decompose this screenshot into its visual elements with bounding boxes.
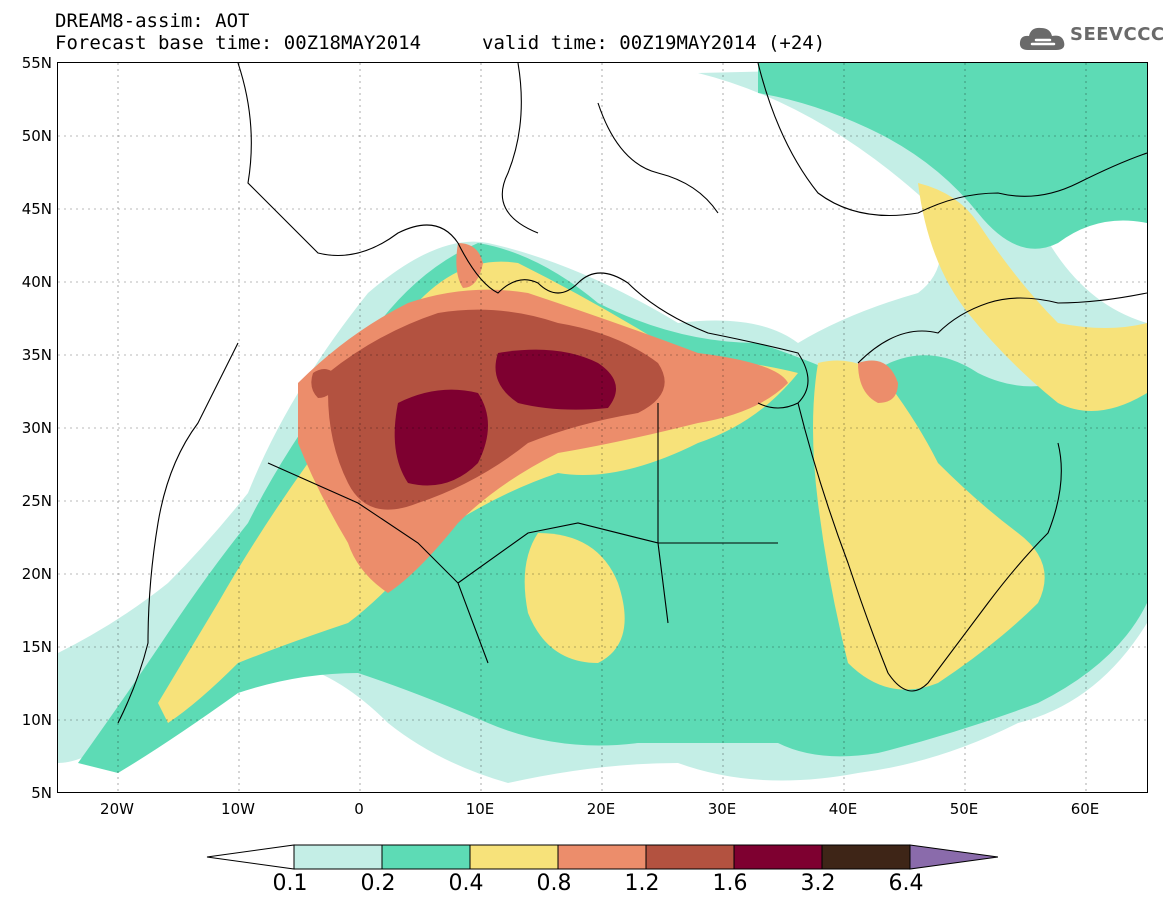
- lon-label: 10E: [465, 800, 495, 818]
- aot-band-1.6: [394, 349, 616, 486]
- coastlines: [117, 62, 1148, 724]
- colorbar-label: 1.6: [712, 871, 748, 896]
- colorbar-extend-low: [206, 844, 295, 870]
- lat-label: 20N: [21, 565, 52, 583]
- graticule: [58, 63, 1147, 792]
- lat-label: 30N: [21, 419, 52, 437]
- aot-colorbar: [206, 844, 998, 870]
- valid-time: valid time: 00Z19MAY2014 (+24): [482, 32, 826, 54]
- colorbar-label: 1.2: [624, 871, 660, 896]
- lat-label: 45N: [21, 200, 52, 218]
- lat-label: 40N: [21, 273, 52, 291]
- seevccc-logo: SEEVCCC: [1018, 20, 1164, 56]
- lon-label: 30E: [707, 800, 737, 818]
- lon-label: 40E: [828, 800, 858, 818]
- logo-text: SEEVCCC: [1070, 24, 1165, 45]
- lon-label: 60E: [1070, 800, 1100, 818]
- lat-label: 25N: [21, 492, 52, 510]
- colorbar-label: 0.2: [360, 871, 396, 896]
- lon-label: 10W: [221, 800, 255, 818]
- lat-label: 15N: [21, 638, 52, 656]
- colorbar-label: 0.1: [272, 871, 308, 896]
- colorbar-label: 0.4: [448, 871, 484, 896]
- map-title: DREAM8-assim: AOT: [55, 10, 250, 32]
- lon-label: 0: [354, 800, 364, 818]
- colorbar-swatch: [821, 844, 911, 870]
- colorbar-label: 3.2: [800, 871, 836, 896]
- lon-label: 20W: [100, 800, 134, 818]
- colorbar-swatch: [557, 844, 647, 870]
- lat-label: 10N: [21, 711, 52, 729]
- lat-label: 50N: [21, 127, 52, 145]
- lon-label: 50E: [949, 800, 979, 818]
- forecast-base-time: Forecast base time: 00Z18MAY2014: [55, 32, 422, 54]
- lat-label: 5N: [31, 784, 52, 802]
- colorbar-swatch: [293, 844, 383, 870]
- colorbar-swatch: [645, 844, 735, 870]
- aot-field: [58, 62, 1148, 792]
- cloud-icon: [1019, 27, 1065, 50]
- lon-label: 20E: [586, 800, 616, 818]
- lat-label: 55N: [21, 54, 52, 72]
- colorbar-extend-high: [909, 844, 998, 870]
- colorbar-label: 0.8: [536, 871, 572, 896]
- aot-map: [57, 62, 1148, 793]
- colorbar-swatch: [381, 844, 471, 870]
- lat-label: 35N: [21, 346, 52, 364]
- colorbar-label: 6.4: [888, 871, 924, 896]
- colorbar-swatch: [469, 844, 559, 870]
- colorbar-swatch: [733, 844, 823, 870]
